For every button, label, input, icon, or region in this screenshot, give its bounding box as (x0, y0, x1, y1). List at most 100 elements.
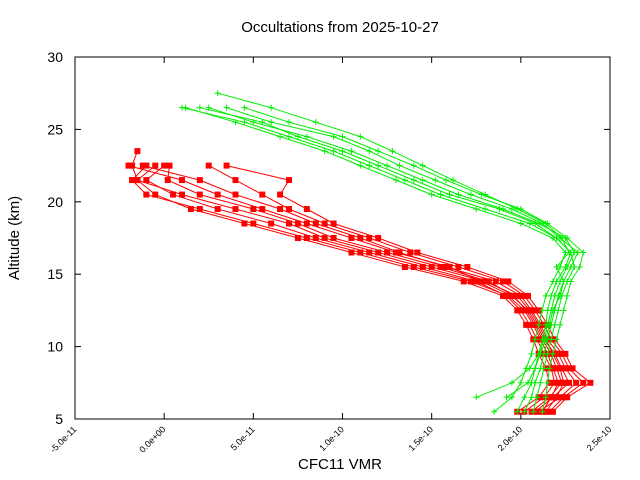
data-point-square (277, 206, 284, 213)
data-point-square (437, 263, 444, 270)
data-point-square (508, 292, 515, 299)
data-point-square (250, 206, 257, 213)
data-point-square (196, 191, 203, 198)
data-point-square (562, 365, 569, 372)
series-line (199, 107, 575, 412)
data-point-plus (530, 408, 537, 415)
data-point-plus (560, 278, 567, 285)
data-point-square (564, 394, 571, 401)
data-point-square (312, 235, 319, 241)
data-point-square (549, 408, 556, 415)
data-point-square (524, 292, 531, 299)
data-point-square (303, 220, 310, 227)
data-point-plus (564, 292, 571, 299)
series-green-3 (205, 104, 578, 415)
data-point-plus (214, 90, 221, 97)
data-point-square (357, 235, 364, 241)
data-point-square (330, 220, 337, 227)
data-point-plus (428, 191, 435, 198)
data-point-square (166, 162, 173, 169)
x-tick-label: 2.5e-10 (585, 424, 614, 453)
data-point-square (393, 249, 399, 256)
data-point-square (143, 191, 150, 198)
data-point-plus (537, 379, 544, 386)
data-point-plus (532, 379, 539, 386)
data-point-plus (473, 206, 480, 213)
data-point-square (294, 235, 301, 241)
data-point-square (303, 206, 310, 213)
data-point-square (428, 263, 435, 270)
data-point-plus (544, 350, 551, 357)
y-tick-label: 30 (47, 49, 63, 65)
data-point-plus (546, 321, 553, 328)
data-point-plus (557, 292, 564, 299)
data-point-plus (523, 365, 530, 372)
data-point-square (164, 177, 171, 184)
data-point-square (401, 263, 408, 270)
x-tick-label: 1.0e-10 (317, 424, 346, 453)
x-axis-label: CFC11 VMR (298, 456, 382, 473)
data-point-square (125, 162, 132, 169)
data-point-square (565, 379, 572, 386)
data-point-plus (268, 104, 275, 111)
data-point-square (139, 162, 146, 169)
data-point-plus (553, 336, 560, 343)
series-line (226, 107, 579, 413)
data-point-plus (410, 162, 417, 169)
data-point-plus (546, 365, 553, 372)
data-point-square (535, 307, 542, 314)
data-point-square (455, 263, 462, 270)
data-point-plus (549, 307, 556, 314)
data-point-square (558, 365, 565, 372)
x-tick-label: 1.5e-10 (406, 424, 435, 453)
data-point-plus (482, 191, 489, 198)
data-point-square (312, 220, 319, 227)
data-point-square (259, 191, 266, 198)
data-point-plus (532, 220, 539, 227)
data-point-plus (564, 235, 571, 241)
data-point-square (542, 408, 549, 415)
data-point-square (303, 235, 310, 241)
data-point-square (503, 292, 510, 299)
chart-title: Occultations from 2025-10-27 (241, 19, 439, 36)
y-tick-label: 10 (47, 339, 63, 355)
data-point-square (573, 379, 580, 386)
y-tick-label: 5 (55, 411, 63, 427)
data-point-plus (532, 336, 539, 343)
data-point-plus (455, 191, 462, 198)
data-point-plus (419, 177, 426, 184)
data-point-square (250, 220, 257, 227)
data-point-square (143, 177, 150, 184)
data-point-plus (401, 177, 408, 184)
data-point-square (375, 235, 382, 241)
data-point-square (129, 177, 136, 184)
data-point-square (523, 321, 530, 328)
data-point-square (286, 206, 292, 213)
data-point-plus (539, 408, 546, 415)
data-point-plus (549, 278, 556, 285)
series-line (244, 107, 584, 412)
data-point-square (524, 307, 531, 314)
data-point-plus (450, 177, 457, 184)
data-point-square (521, 292, 528, 299)
data-point-plus (517, 379, 524, 386)
y-axis-label: Altitude (km) (6, 196, 23, 280)
data-point-plus (223, 104, 230, 111)
data-point-square (558, 350, 565, 357)
data-point-square (396, 249, 403, 256)
data-point-square (560, 394, 567, 401)
data-point-plus (241, 119, 248, 126)
data-point-square (214, 206, 221, 213)
data-point-plus (514, 408, 521, 415)
series-layer (125, 90, 594, 415)
series-line (208, 165, 585, 413)
data-point-square (580, 379, 587, 386)
data-point-square (587, 379, 594, 386)
data-point-square (268, 220, 275, 227)
data-point-square (414, 249, 421, 256)
data-point-plus (312, 119, 319, 126)
data-point-square (232, 206, 239, 213)
x-axis: -5.0e-11 0.0e+00 5.0e-11 1.0e-10 1.5e-10 2.0e… (48, 57, 613, 455)
plot-frame (74, 56, 611, 420)
data-point-plus (567, 278, 574, 285)
